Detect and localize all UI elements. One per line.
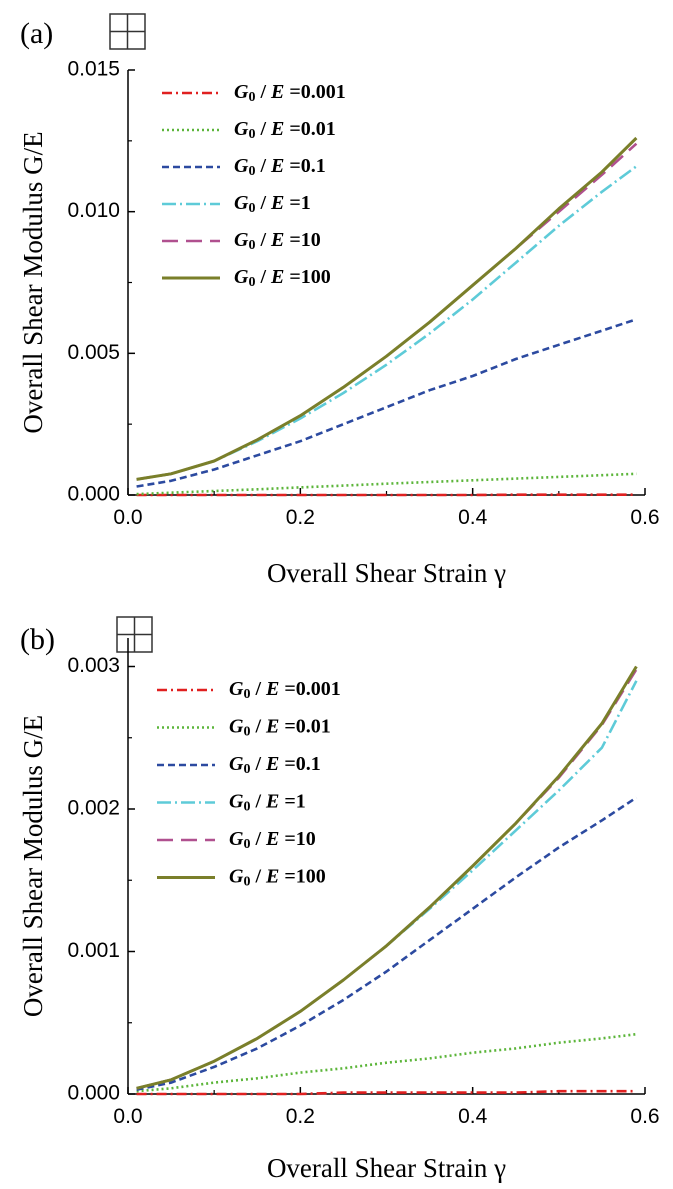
x-tick-label: 0.0 bbox=[113, 1105, 142, 1128]
series-line-3 bbox=[136, 680, 638, 1090]
legend-entry-label: G0 / E =0.001 bbox=[229, 678, 341, 703]
y-axis-title: Overall Shear Modulus G/E bbox=[18, 131, 48, 433]
series-line-3 bbox=[136, 165, 638, 481]
series-line-2 bbox=[136, 796, 638, 1091]
y-tick-label: 0.002 bbox=[67, 797, 120, 820]
series-line-1 bbox=[136, 1032, 637, 1093]
y-tick-label: 0.010 bbox=[67, 199, 120, 222]
x-tick-label: 0.4 bbox=[458, 506, 488, 529]
square-grid-icon bbox=[109, 13, 146, 50]
series-line-5 bbox=[136, 136, 638, 481]
series-line-0 bbox=[136, 1089, 637, 1096]
x-tick-label: 0.6 bbox=[630, 1105, 659, 1128]
y-tick-label: 0.015 bbox=[67, 58, 120, 81]
x-axis-title: Overall Shear Strain γ bbox=[267, 1153, 506, 1183]
x-tick-label: 0.2 bbox=[286, 506, 315, 529]
series-line-2 bbox=[136, 318, 637, 488]
legend: G0 / E =0.001 G0 / E =0.01 G0 / E =0.1 G0 /… bbox=[162, 81, 346, 291]
legend-entry-label: G0 / E =100 bbox=[229, 865, 326, 890]
series-line-1 bbox=[136, 472, 637, 496]
legend-entry-label: G0 / E =0.1 bbox=[234, 155, 326, 180]
legend-entry-label: G0 / E =1 bbox=[229, 790, 306, 815]
x-tick-label: 0.6 bbox=[630, 506, 659, 529]
y-axis-title: Overall Shear Modulus G/E bbox=[18, 715, 48, 1017]
square-grid-icon bbox=[116, 616, 153, 653]
x-axis-title: Overall Shear Strain γ bbox=[267, 558, 506, 588]
legend-entry-label: G0 / E =1 bbox=[234, 192, 311, 217]
x-tick-label: 0.4 bbox=[458, 1105, 488, 1128]
x-tick-label: 0.2 bbox=[286, 1105, 315, 1128]
x-tick-label: 0.0 bbox=[113, 506, 142, 529]
y-tick-label: 0.003 bbox=[67, 654, 120, 677]
legend-entry-label: G0 / E =0.1 bbox=[229, 753, 321, 778]
legend: G0 / E =0.001 G0 / E =0.01 G0 / E =0.1 G0 /… bbox=[157, 678, 341, 890]
series-line-5 bbox=[136, 665, 638, 1090]
panel-label: (a) bbox=[20, 17, 53, 50]
legend-entry-label: G0 / E =100 bbox=[234, 266, 331, 291]
y-tick-label: 0.001 bbox=[67, 939, 120, 962]
panel-label: (b) bbox=[20, 623, 55, 656]
legend-entry-label: G0 / E =10 bbox=[229, 828, 316, 853]
panel-a: (a) 0.0 0.2 0.4 0.6 0.000 0.005 0.010 0.015 Overa… bbox=[18, 13, 660, 588]
legend-entry-label: G0 / E =10 bbox=[234, 229, 321, 254]
y-tick-label: 0.000 bbox=[67, 483, 120, 506]
panel-b: (b) 0.0 0.2 0.4 0.6 0.000 0.001 0.002 0.003 Overa… bbox=[18, 616, 660, 1183]
y-tick-label: 0.005 bbox=[67, 341, 120, 364]
legend-entry-label: G0 / E =0.01 bbox=[229, 715, 331, 740]
legend-entry-label: G0 / E =0.01 bbox=[234, 118, 336, 143]
series-line-4 bbox=[136, 142, 638, 481]
legend-entry-label: G0 / E =0.001 bbox=[234, 81, 346, 106]
y-tick-label: 0.000 bbox=[67, 1082, 120, 1105]
